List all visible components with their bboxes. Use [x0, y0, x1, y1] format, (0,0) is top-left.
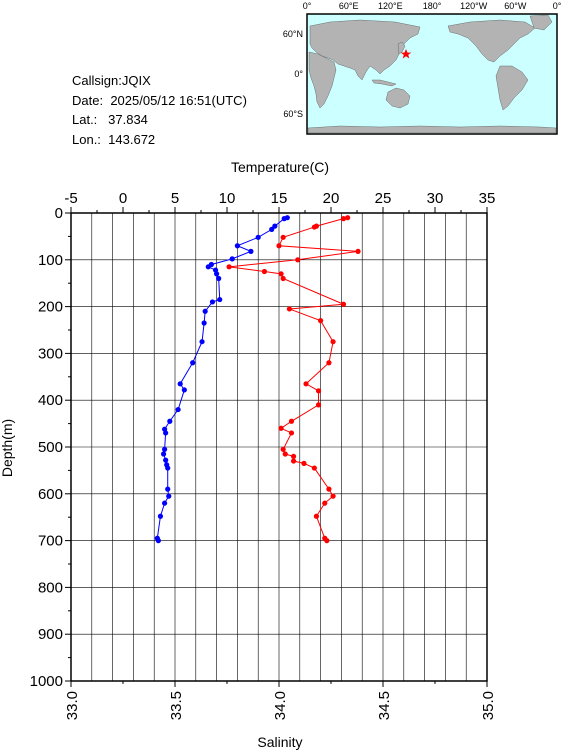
- south-america-landmass: [495, 65, 529, 111]
- date-label: Date:: [72, 92, 104, 108]
- map-latitude-label: 60°N: [283, 29, 303, 39]
- lat-label: Lat.:: [72, 112, 98, 127]
- indonesia-islands: [371, 79, 397, 87]
- callsign-line: Callsign:JQIX: [72, 71, 247, 91]
- map-longitude-label: 60°E: [339, 1, 359, 11]
- map-land: [307, 14, 557, 134]
- date-value: 2025/05/12 16:51(UTC): [110, 92, 247, 108]
- north-america-landmass: [447, 19, 536, 63]
- lon-label: Lon.:: [72, 131, 101, 147]
- map-longitude-label: 0°: [553, 1, 562, 11]
- japan-islands: [397, 41, 406, 55]
- callsign-label: Callsign:: [72, 73, 122, 88]
- antarctica-landmass: [307, 125, 557, 134]
- lon-line: Lon.: 143.672: [72, 130, 247, 150]
- lon-value: 143.672: [108, 131, 156, 147]
- africa-landmass: [308, 51, 337, 109]
- map-latitude-label: 60°S: [283, 109, 303, 119]
- map-longitude-label: 120°W: [460, 1, 488, 11]
- lat-value: 37.834: [108, 112, 148, 127]
- map-longitude-label: 0°: [303, 1, 312, 11]
- map-longitude-label: 60°W: [504, 1, 527, 11]
- map-longitude-label: 180°: [423, 1, 442, 11]
- map-tick-labels: 0° 60°E 120°E 180° 120°W 60°W 0° 60°N 0° 60°S: [283, 1, 562, 119]
- station-info: Callsign:JQIX Date: 2025/05/12 16:51(UTC…: [72, 71, 247, 149]
- eurasia-landmass: [309, 19, 421, 81]
- lat-line: Lat.: 37.834: [72, 110, 247, 130]
- map-marker: [400, 49, 412, 59]
- date-line: Date: 2025/05/12 16:51(UTC): [72, 91, 247, 111]
- greenland-landmass: [529, 14, 553, 31]
- star-icon: [400, 49, 412, 59]
- australia-landmass: [385, 87, 411, 109]
- map-longitude-label: 120°E: [378, 1, 403, 11]
- callsign-value: JQIX: [121, 73, 151, 88]
- map-latitude-label: 0°: [294, 69, 303, 79]
